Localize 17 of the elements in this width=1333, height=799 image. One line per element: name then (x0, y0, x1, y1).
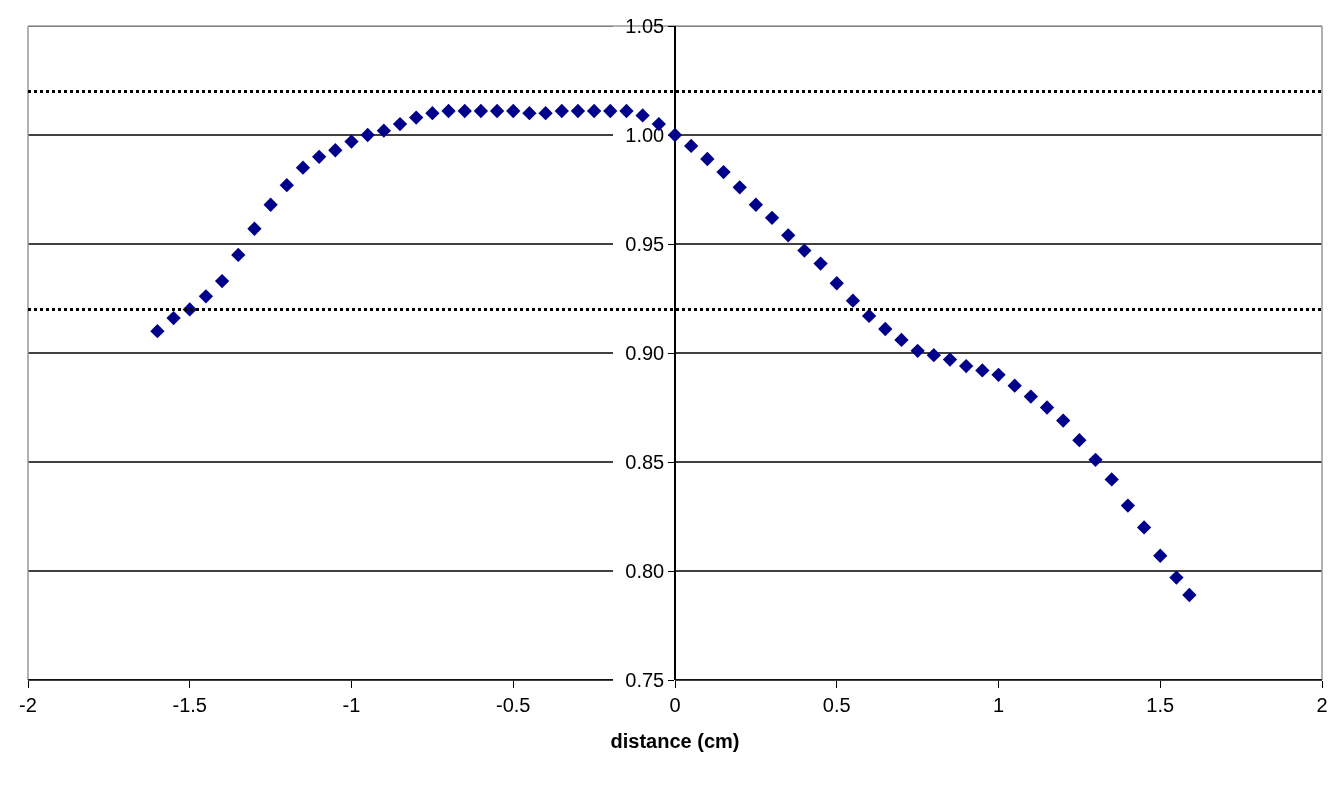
y-tick-label: 1.00 (625, 124, 665, 146)
x-tick-label: 1.5 (1146, 694, 1175, 716)
x-tick-label: 1 (992, 694, 1005, 716)
y-tick-label: 0.95 (625, 233, 665, 255)
y-tick-label: 0.80 (625, 560, 665, 582)
y-tick-label: 0.90 (625, 342, 665, 364)
y-tick-label: 0.75 (625, 669, 665, 691)
x-tick-label: 2 (1316, 694, 1328, 716)
y-tick-label: 0.85 (625, 451, 665, 473)
x-axis-title: distance (cm) (610, 729, 740, 752)
x-tick-label: 0.5 (822, 694, 851, 716)
x-tick-label: -0.5 (496, 694, 531, 716)
x-tick-label: -2 (19, 694, 37, 716)
x-tick-label: -1.5 (172, 694, 207, 716)
y-tick-label: 1.05 (625, 15, 665, 37)
x-tick-label: 0 (669, 694, 681, 716)
x-tick-label: -1 (342, 694, 361, 716)
